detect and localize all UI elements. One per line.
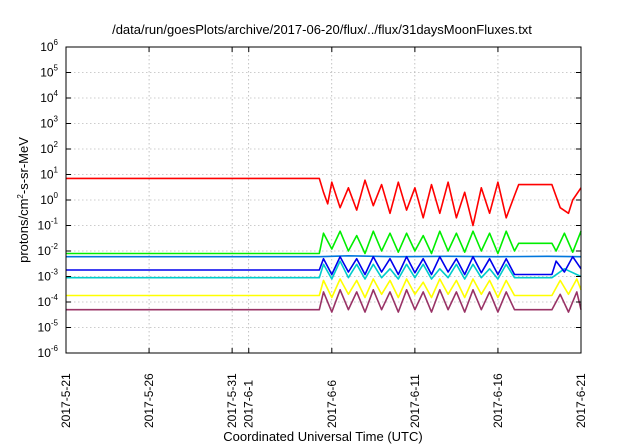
y-tick-base: 10 (40, 117, 54, 131)
series-line-3 (66, 255, 582, 258)
x-tick-label: 2017-5-31 (225, 373, 239, 428)
y-axis-ticks: 10610510410310210110010-110-210-310-410-… (38, 38, 581, 360)
y-tick-label: 100 (40, 191, 58, 207)
y-tick-label: 10-4 (38, 293, 59, 309)
y-tick-base: 10 (38, 295, 52, 309)
chart-title: /data/run/goesPlots/archive/2017-06-20/f… (112, 22, 532, 37)
grid (66, 47, 581, 353)
y-axis-label-exponent: 2 (16, 194, 25, 199)
y-tick-exponent: 1 (54, 166, 59, 175)
y-tick-exponent: -4 (51, 293, 59, 302)
y-tick-exponent: 4 (54, 89, 59, 98)
x-tick-label: 2017-6-1 (242, 380, 256, 428)
y-tick-label: 101 (40, 166, 58, 182)
x-tick-label: 2017-6-6 (325, 380, 339, 428)
y-tick-exponent: 5 (54, 64, 59, 73)
x-tick-label: 2017-6-16 (491, 373, 505, 428)
y-tick-base: 10 (40, 91, 54, 105)
x-tick-label: 2017-6-21 (574, 373, 588, 428)
y-tick-exponent: -5 (51, 319, 59, 328)
y-tick-exponent: 2 (54, 140, 59, 149)
y-tick-label: 104 (40, 89, 58, 105)
y-tick-exponent: -1 (51, 217, 59, 226)
y-tick-label: 10-5 (38, 319, 59, 335)
y-tick-base: 10 (40, 193, 54, 207)
series-line-6 (66, 278, 582, 299)
y-tick-base: 10 (40, 66, 54, 80)
y-tick-label: 102 (40, 140, 58, 156)
y-tick-label: 10-6 (38, 344, 59, 360)
y-tick-base: 10 (38, 346, 52, 360)
y-tick-label: 10-3 (38, 268, 59, 284)
y-tick-label: 10-2 (38, 242, 59, 258)
y-tick-base: 10 (38, 270, 52, 284)
y-tick-exponent: 6 (54, 38, 59, 47)
y-tick-base: 10 (40, 142, 54, 156)
x-tick-label: 2017-6-11 (408, 374, 422, 428)
x-tick-label: 2017-5-21 (59, 373, 73, 428)
y-axis-label: protons/cm2-s-sr-MeV (16, 137, 31, 263)
series-group (66, 177, 582, 313)
series-line-4 (66, 260, 582, 280)
series-line-7 (66, 289, 582, 313)
x-axis-label: Coordinated Universal Time (UTC) (223, 429, 422, 444)
y-axis-label-suffix: -s-sr-MeV (16, 137, 31, 194)
y-tick-base: 10 (38, 244, 52, 258)
series-line-5 (66, 255, 582, 276)
y-tick-exponent: -3 (51, 268, 59, 277)
y-tick-exponent: 0 (54, 191, 59, 200)
x-tick-label: 2017-5-26 (142, 373, 156, 428)
y-tick-exponent: 3 (54, 115, 59, 124)
y-tick-exponent: -6 (51, 344, 59, 353)
y-tick-base: 10 (38, 321, 52, 335)
series-line-2 (66, 230, 582, 255)
y-tick-label: 103 (40, 115, 58, 131)
series-line-1 (66, 177, 582, 227)
x-axis-ticks: 2017-5-21 2017-5-26 2017-5-31 2017-6-1 2017-… (59, 47, 588, 428)
y-tick-base: 10 (38, 219, 52, 233)
y-tick-base: 10 (40, 40, 54, 54)
y-axis-label-prefix: protons/cm (16, 199, 31, 263)
y-tick-base: 10 (40, 168, 54, 182)
y-tick-label: 10-1 (38, 217, 59, 233)
y-tick-label: 106 (40, 38, 58, 54)
y-tick-exponent: -2 (51, 242, 59, 251)
y-tick-label: 105 (40, 64, 58, 80)
